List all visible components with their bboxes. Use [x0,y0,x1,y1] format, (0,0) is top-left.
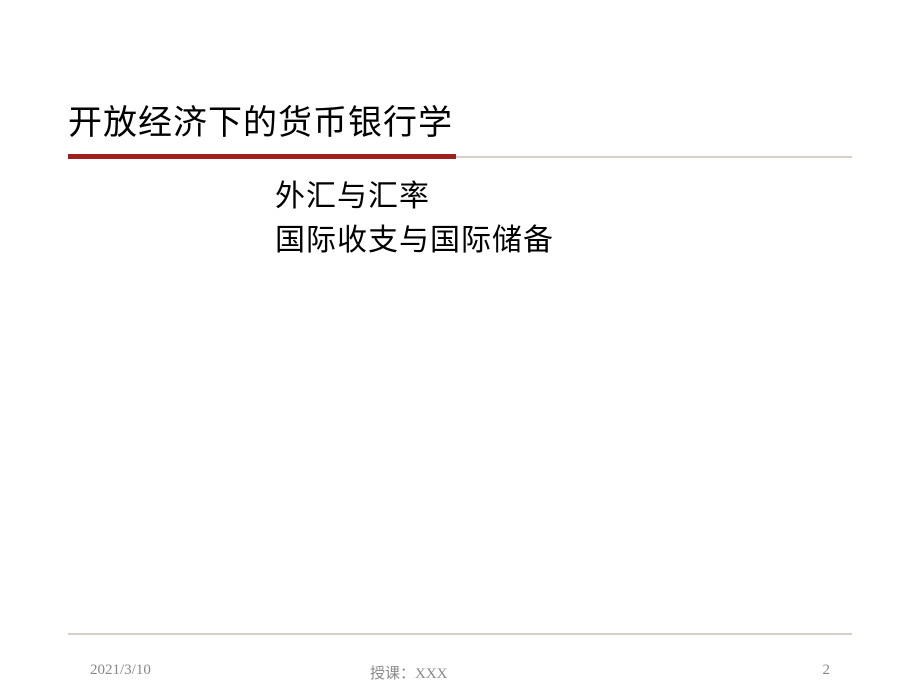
footer-page-number: 2 [823,662,831,679]
content-line-2: 国际收支与国际储备 [275,219,554,263]
footer-divider [68,633,852,635]
content-line-1: 外汇与汇率 [275,175,554,219]
slide: 开放经济下的货币银行学 外汇与汇率 国际收支与国际储备 2021/3/10 授课… [0,0,920,690]
content-section: 外汇与汇率 国际收支与国际储备 [275,175,554,262]
title-underline [68,154,852,160]
slide-title: 开放经济下的货币银行学 [68,95,852,144]
footer-lecturer: 授课：XXX [370,662,448,683]
footer-date: 2021/3/10 [90,662,151,679]
underline-gray-line [456,156,852,158]
title-section: 开放经济下的货币银行学 [68,95,852,160]
underline-red-bar [68,154,456,159]
